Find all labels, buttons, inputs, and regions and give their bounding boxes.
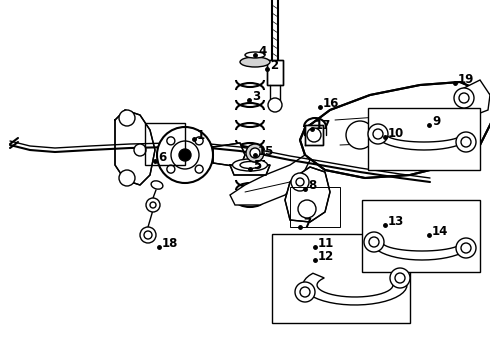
Circle shape [295, 282, 315, 302]
Circle shape [368, 124, 388, 144]
Polygon shape [303, 273, 407, 305]
Circle shape [346, 121, 374, 149]
Circle shape [395, 273, 405, 283]
Bar [368, 108, 480, 170]
Polygon shape [230, 165, 270, 175]
Text: 8: 8 [308, 179, 316, 192]
Circle shape [298, 200, 316, 218]
Ellipse shape [151, 181, 163, 189]
Text: 17: 17 [315, 119, 331, 132]
Circle shape [119, 110, 135, 126]
Circle shape [268, 98, 282, 112]
Polygon shape [458, 80, 490, 115]
Ellipse shape [240, 57, 270, 67]
Text: 7: 7 [303, 217, 311, 230]
Circle shape [390, 268, 410, 288]
Text: 12: 12 [318, 250, 334, 263]
Circle shape [383, 116, 407, 140]
Circle shape [296, 178, 304, 186]
Polygon shape [305, 125, 323, 145]
Circle shape [459, 93, 469, 103]
Polygon shape [376, 134, 472, 150]
Text: 11: 11 [318, 237, 334, 250]
Circle shape [179, 149, 191, 161]
Bar [290, 187, 340, 227]
Polygon shape [372, 242, 472, 260]
Circle shape [146, 198, 160, 212]
Polygon shape [300, 82, 490, 178]
Text: 13: 13 [388, 215, 404, 228]
Text: 14: 14 [432, 225, 448, 238]
Circle shape [250, 148, 260, 158]
Circle shape [300, 287, 310, 297]
Circle shape [195, 165, 203, 173]
Polygon shape [285, 167, 330, 222]
Circle shape [418, 120, 442, 144]
Circle shape [167, 165, 175, 173]
Circle shape [461, 137, 471, 147]
Circle shape [119, 170, 135, 186]
Text: 4: 4 [258, 45, 266, 58]
Polygon shape [115, 110, 155, 185]
Circle shape [195, 137, 203, 145]
Circle shape [369, 237, 379, 247]
Text: 10: 10 [388, 127, 404, 140]
Polygon shape [267, 60, 283, 85]
Circle shape [456, 238, 476, 258]
Circle shape [246, 144, 264, 162]
Text: 5: 5 [253, 159, 261, 172]
Text: 9: 9 [432, 115, 440, 128]
Bar [362, 200, 480, 272]
Bar [145, 123, 185, 165]
Polygon shape [213, 143, 245, 167]
Ellipse shape [240, 162, 260, 168]
Circle shape [454, 88, 474, 108]
Circle shape [291, 173, 309, 191]
Circle shape [144, 231, 152, 239]
Text: 2: 2 [270, 59, 278, 72]
Text: 6: 6 [158, 151, 166, 164]
Text: 18: 18 [162, 237, 178, 250]
Ellipse shape [245, 52, 265, 58]
Bar [272, 234, 410, 323]
Circle shape [456, 132, 476, 152]
Circle shape [157, 127, 213, 183]
Circle shape [364, 232, 384, 252]
Circle shape [167, 137, 175, 145]
Ellipse shape [232, 159, 268, 171]
Text: 19: 19 [458, 73, 474, 86]
Circle shape [171, 141, 199, 169]
Circle shape [140, 227, 156, 243]
Text: 15: 15 [258, 145, 274, 158]
Text: 1: 1 [197, 129, 205, 142]
Polygon shape [230, 155, 310, 205]
Circle shape [134, 144, 146, 156]
Circle shape [150, 202, 156, 208]
Text: 3: 3 [252, 90, 260, 103]
Circle shape [307, 128, 321, 142]
Text: 16: 16 [323, 97, 340, 110]
Circle shape [373, 129, 383, 139]
Circle shape [461, 243, 471, 253]
